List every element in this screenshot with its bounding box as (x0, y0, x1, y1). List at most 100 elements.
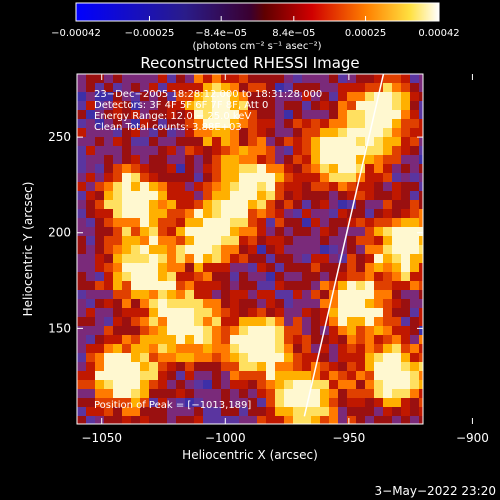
heatmap-cell (104, 137, 113, 146)
heatmap-cell (176, 110, 185, 119)
heatmap-cell (356, 200, 365, 209)
heatmap-cell (104, 299, 113, 308)
heatmap-cell (95, 74, 104, 83)
heatmap-cell (221, 110, 230, 119)
heatmap-cell (410, 182, 419, 191)
heatmap-cell (320, 308, 329, 317)
heatmap-cell (158, 245, 167, 254)
heatmap-cell (410, 263, 419, 272)
heatmap-cell (140, 281, 149, 290)
heatmap-cell (338, 416, 347, 424)
heatmap-cell (329, 155, 338, 164)
heatmap-cell (257, 137, 266, 146)
heatmap-cell (239, 290, 248, 299)
heatmap-cell (356, 371, 365, 380)
heatmap-cell (419, 416, 423, 424)
heatmap-cell (365, 299, 374, 308)
heatmap-cell (230, 299, 239, 308)
heatmap-cell (86, 362, 95, 371)
heatmap-cell (284, 209, 293, 218)
heatmap-cell (113, 245, 122, 254)
heatmap-cell (239, 353, 248, 362)
heatmap-cell (275, 299, 284, 308)
heatmap-cell (365, 146, 374, 155)
heatmap-cell (230, 380, 239, 389)
heatmap-cell (266, 407, 275, 416)
heatmap-cell (302, 416, 311, 424)
heatmap-cell (203, 353, 212, 362)
heatmap-cell (239, 83, 248, 92)
heatmap-cell (194, 173, 203, 182)
heatmap-cell (86, 74, 95, 83)
heatmap-cell (158, 353, 167, 362)
heatmap-cell (293, 110, 302, 119)
heatmap-cell (194, 245, 203, 254)
heatmap-cell (329, 290, 338, 299)
heatmap-cell (419, 272, 423, 281)
heatmap-cell (257, 272, 266, 281)
heatmap-cell (374, 155, 383, 164)
heatmap-cell (77, 245, 86, 254)
heatmap-cell (95, 407, 104, 416)
heatmap-cell (410, 164, 419, 173)
heatmap-cell (221, 218, 230, 227)
heatmap-cell (158, 308, 167, 317)
heatmap-cell (140, 326, 149, 335)
heatmap-cell (95, 101, 104, 110)
heatmap-cell (203, 389, 212, 398)
heatmap-cell (356, 218, 365, 227)
heatmap-cell (293, 209, 302, 218)
heatmap-cell (212, 299, 221, 308)
heatmap-cell (212, 335, 221, 344)
heatmap-cell (203, 209, 212, 218)
heatmap-cell (320, 101, 329, 110)
heatmap-cell (194, 146, 203, 155)
heatmap-cell (248, 371, 257, 380)
heatmap-cell (176, 128, 185, 137)
heatmap-cell (221, 227, 230, 236)
heatmap-cell (176, 344, 185, 353)
heatmap-cell (410, 371, 419, 380)
heatmap-cell (320, 119, 329, 128)
heatmap-cell (158, 317, 167, 326)
heatmap-cell (221, 146, 230, 155)
heatmap-cell (86, 164, 95, 173)
heatmap-cell (410, 92, 419, 101)
heatmap-cell (230, 137, 239, 146)
heatmap-cell (131, 290, 140, 299)
heatmap-cell (221, 317, 230, 326)
heatmap-cell (302, 389, 311, 398)
x-axis: −1050 −1000 −950 −900 (81, 74, 489, 445)
heatmap-cell (149, 74, 158, 83)
heatmap-cell (266, 128, 275, 137)
heatmap-cell (347, 398, 356, 407)
heatmap-cell (239, 218, 248, 227)
heatmap-cell (401, 344, 410, 353)
heatmap-cell (275, 101, 284, 110)
heatmap-cell (104, 335, 113, 344)
heatmap-cell (356, 191, 365, 200)
heatmap-cell (401, 110, 410, 119)
heatmap-cell (167, 407, 176, 416)
heatmap-cell (374, 227, 383, 236)
heatmap-cell (104, 308, 113, 317)
heatmap-cell (356, 389, 365, 398)
heatmap-cell (338, 110, 347, 119)
heatmap-cell (185, 308, 194, 317)
heatmap-cell (131, 83, 140, 92)
heatmap-cell (113, 299, 122, 308)
heatmap-cell (212, 191, 221, 200)
heatmap-cell (95, 326, 104, 335)
heatmap-cell (311, 227, 320, 236)
heatmap-cell (104, 74, 113, 83)
heatmap-cell (302, 92, 311, 101)
heatmap-cell (365, 290, 374, 299)
heatmap-cell (365, 137, 374, 146)
heatmap-cell (122, 416, 131, 424)
heatmap-cell (203, 83, 212, 92)
heatmap-cell (320, 155, 329, 164)
heatmap-cell (275, 272, 284, 281)
heatmap-cell (140, 344, 149, 353)
heatmap-cell (302, 263, 311, 272)
heatmap-cell (284, 236, 293, 245)
